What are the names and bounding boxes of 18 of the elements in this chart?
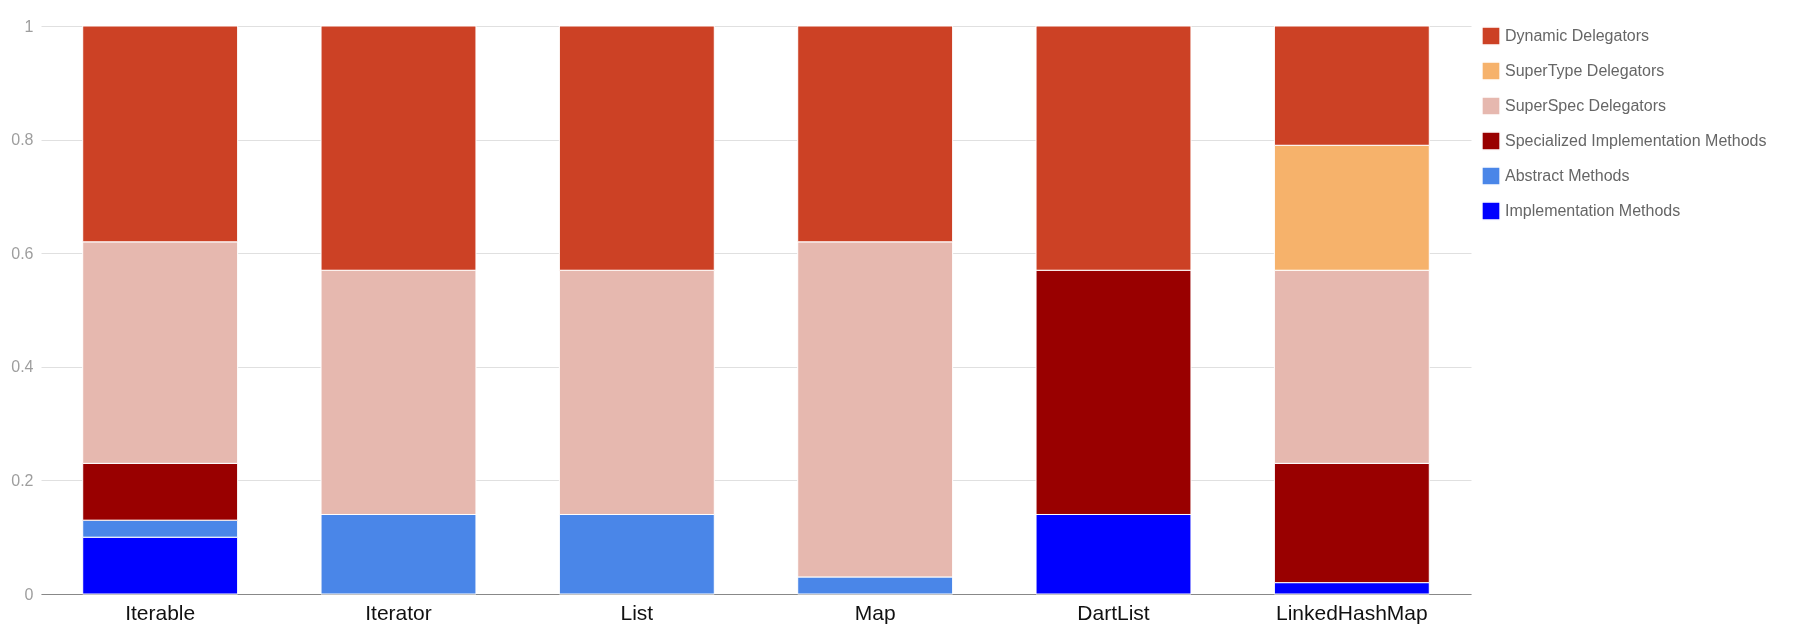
legend-label: Implementation Methods	[1505, 202, 1681, 219]
x-tick-label: Iterable	[125, 600, 196, 624]
y-tick-label: 0.6	[11, 244, 34, 262]
y-tick-label: 0.2	[11, 471, 34, 489]
x-tick-label: LinkedHashMap	[1275, 600, 1428, 624]
x-tick-label: DartList	[1077, 600, 1150, 624]
legend-label: Dynamic Delegators	[1505, 27, 1650, 44]
x-tick-label: List	[620, 600, 654, 624]
y-tick-label: 0.8	[11, 131, 34, 149]
legend-label: SuperType Delegators	[1505, 62, 1665, 79]
y-tick-label: 1	[24, 17, 34, 35]
legend-label: Abstract Methods	[1505, 167, 1630, 184]
legend-label: Specialized Implementation Methods	[1505, 132, 1767, 149]
y-tick-label: 0	[24, 585, 34, 603]
x-tick-label: Map	[854, 600, 896, 624]
x-tick-label: Iterator	[365, 600, 432, 624]
legend-label: SuperSpec Delegators	[1505, 97, 1666, 114]
y-tick-label: 0.4	[11, 358, 34, 376]
